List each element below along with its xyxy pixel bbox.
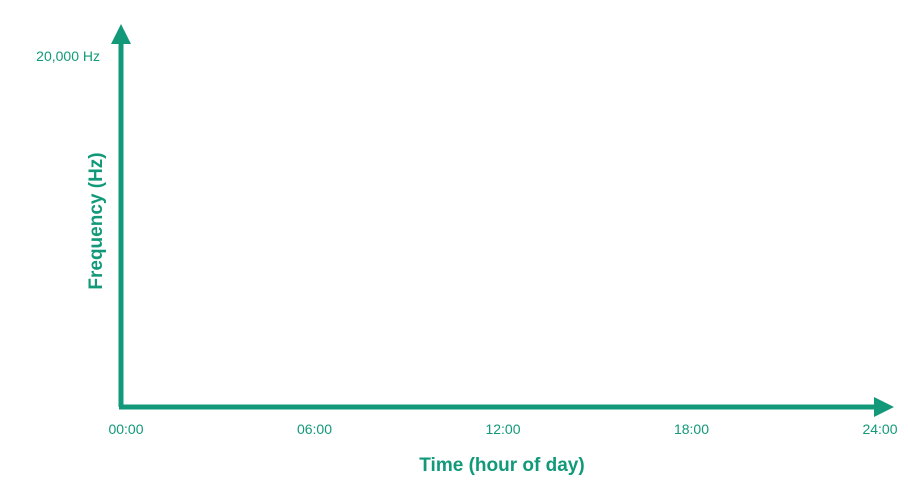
x-tick-label: 06:00 xyxy=(297,421,332,437)
x-axis-title: Time (hour of day) xyxy=(419,455,584,476)
x-tick-label: 18:00 xyxy=(674,421,709,437)
x-tick-labels: 00:00 06:00 12:00 18:00 24:00 xyxy=(108,421,897,437)
y-tick-labels: 20,000 Hz xyxy=(36,48,100,64)
x-tick-label: 12:00 xyxy=(485,421,520,437)
y-axis-title: Frequency (Hz) xyxy=(86,152,107,289)
y-tick-label: 20,000 Hz xyxy=(36,48,100,64)
x-tick-label: 00:00 xyxy=(108,421,143,437)
x-tick-label: 24:00 xyxy=(862,421,897,437)
